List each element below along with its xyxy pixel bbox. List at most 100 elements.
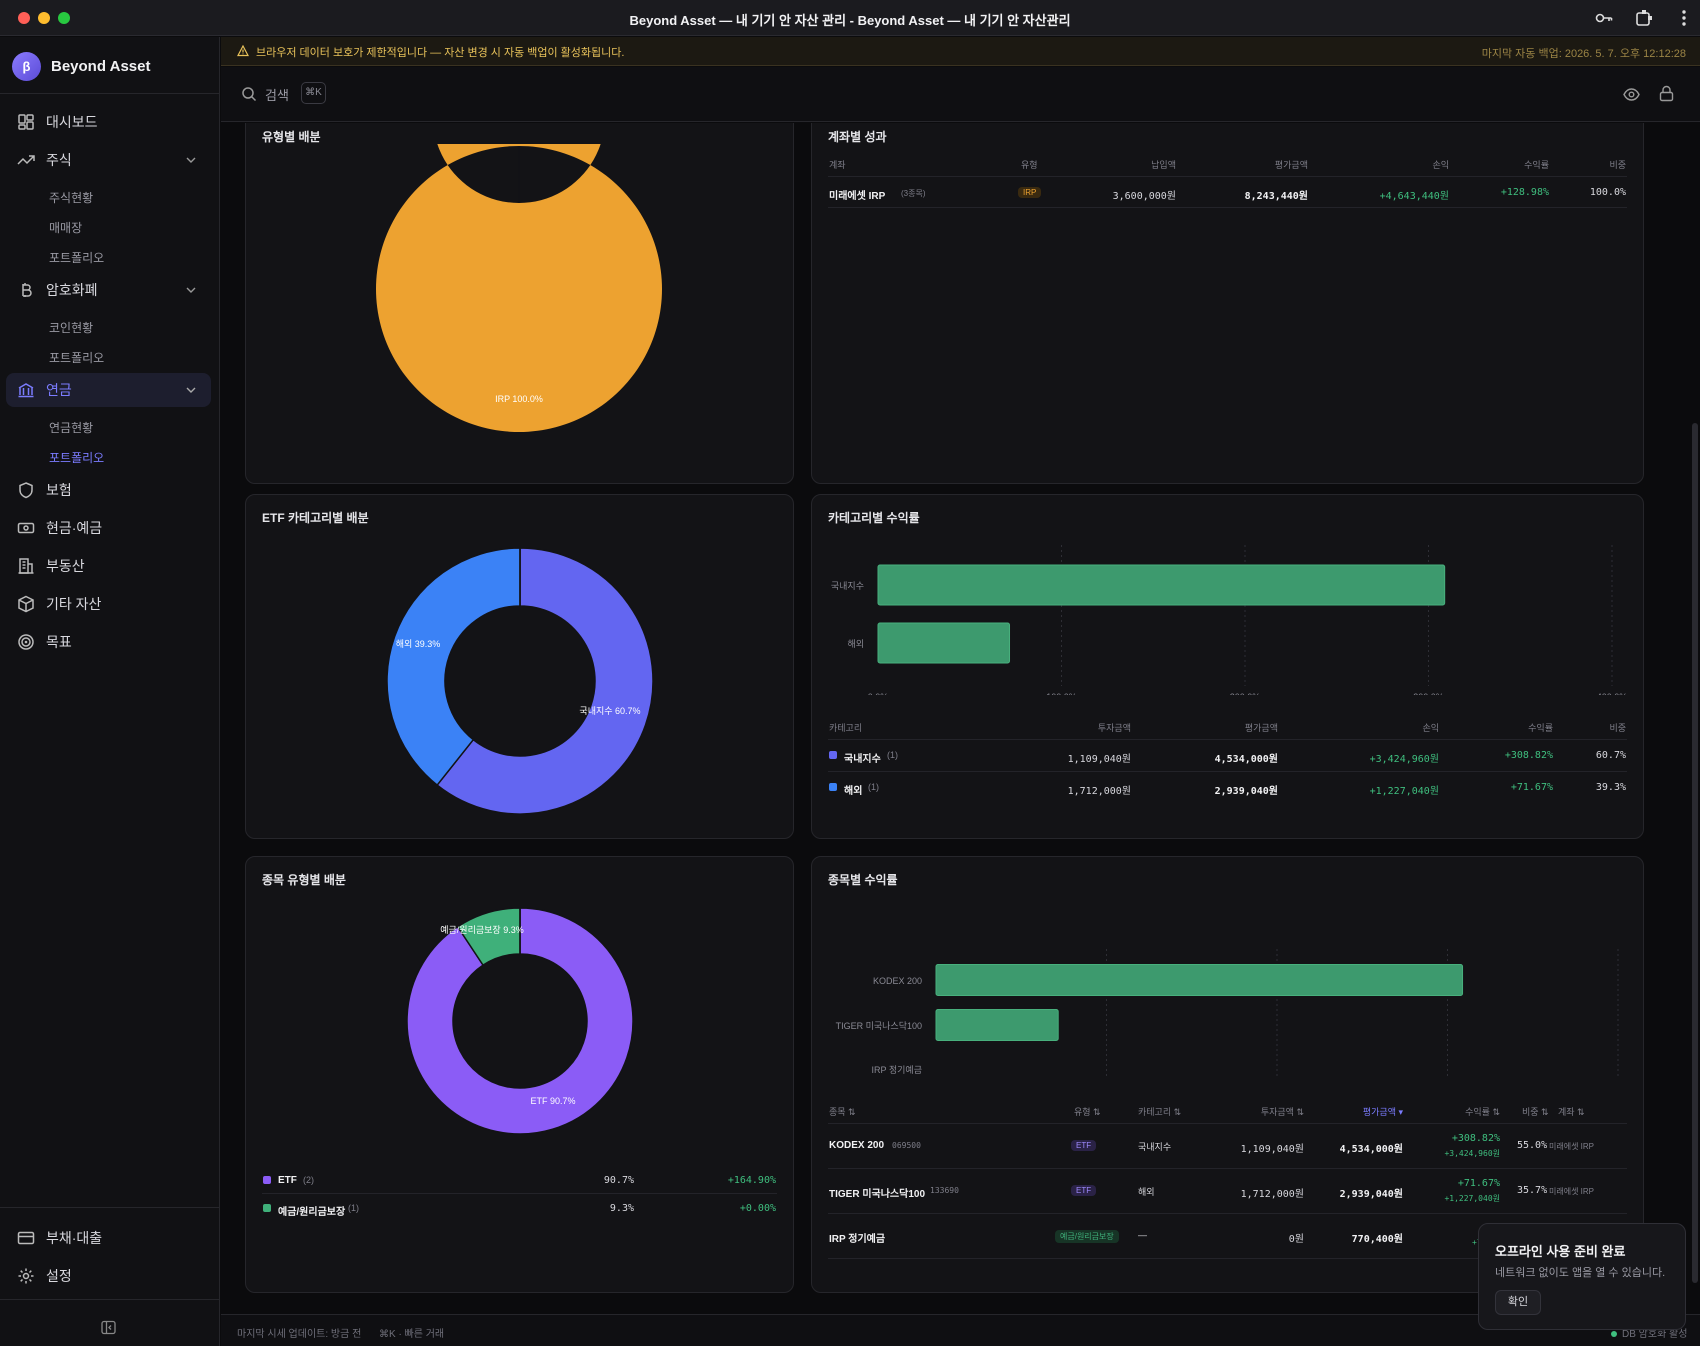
holding-type-badge: ETF bbox=[1071, 1185, 1097, 1196]
more-menu-icon[interactable] bbox=[1674, 8, 1694, 28]
table-row[interactable]: 미래에셋 IRP (3종목) IRP 3,600,000원 8,243,440원… bbox=[812, 177, 1643, 207]
sort-header-account[interactable]: 계좌 ⇅ bbox=[1558, 1107, 1585, 1117]
sidebar-item-label: 보험 bbox=[46, 482, 72, 498]
bar-TIGER 미국나스닥100[interactable] bbox=[935, 1009, 1059, 1041]
legend-percent: 90.7% bbox=[603, 1175, 634, 1186]
return-rate: +128.98% bbox=[1500, 187, 1549, 198]
holding-code: 133690 bbox=[930, 1186, 959, 1195]
legend-row[interactable]: 예금/원리금보장 (1) 9.3% +0.00% bbox=[246, 1195, 793, 1221]
color-swatch bbox=[263, 1204, 271, 1212]
sidebar-item-settings[interactable]: 설정 bbox=[6, 1259, 211, 1293]
column-header: 비중 bbox=[1609, 160, 1626, 170]
slice-label: 국내지수 60.7% bbox=[579, 706, 640, 716]
table-row[interactable]: 국내지수 (1) 1,109,040원 4,534,000원 +3,424,96… bbox=[812, 740, 1643, 771]
collapse-sidebar-icon[interactable] bbox=[101, 1320, 116, 1335]
sort-header-invest[interactable]: 투자금액 ⇅ bbox=[1260, 1107, 1304, 1117]
bar-해외[interactable] bbox=[877, 622, 1011, 664]
sort-header-weight[interactable]: 비중 ⇅ bbox=[1522, 1107, 1549, 1117]
top-bar: 검색 ⌘K bbox=[221, 67, 1700, 122]
minimize-window-button[interactable] bbox=[38, 12, 50, 24]
legend-count: (2) bbox=[303, 1175, 314, 1185]
profit-loss: +3,424,960원 bbox=[1444, 1149, 1500, 1158]
sidebar-subitem-pension-portfolio[interactable]: 포트폴리오 bbox=[49, 451, 105, 465]
sidebar-item-label: 목표 bbox=[46, 634, 72, 650]
search-icon[interactable] bbox=[241, 86, 257, 102]
sidebar-subitem-stock-portfolio[interactable]: 포트폴리오 bbox=[49, 251, 105, 265]
valuation: 770,400원 bbox=[1351, 1234, 1403, 1245]
sort-header-category[interactable]: 카테고리 ⇅ bbox=[1138, 1107, 1182, 1117]
close-window-button[interactable] bbox=[18, 12, 30, 24]
maximize-window-button[interactable] bbox=[58, 12, 70, 24]
bank-icon bbox=[18, 383, 34, 398]
holding-name: IRP 정기예금 bbox=[829, 1234, 886, 1245]
sidebar-item-goals[interactable]: 목표 bbox=[6, 625, 211, 659]
donut-slice-IRP[interactable] bbox=[376, 144, 662, 432]
card-holding-type-allocation: 종목 유형별 배분 ETF 90.7% 예금/원리금보장 9.3% ETF (2)… bbox=[245, 856, 794, 1293]
toast-confirm-button[interactable]: 확인 bbox=[1495, 1290, 1541, 1315]
bar-KODEX 200[interactable] bbox=[935, 964, 1464, 996]
sidebar-subitem-coin-status[interactable]: 코인현황 bbox=[49, 321, 94, 335]
eye-icon[interactable] bbox=[1623, 86, 1640, 103]
sidebar-item-cash[interactable]: 현금·예금 bbox=[6, 511, 211, 545]
valuation: 4,534,000원 bbox=[1214, 754, 1278, 765]
sidebar-subitem-pension-status[interactable]: 연금현황 bbox=[49, 421, 94, 435]
sidebar-item-debt[interactable]: 부채·대출 bbox=[6, 1221, 211, 1255]
sidebar-item-insurance[interactable]: 보험 bbox=[6, 473, 211, 507]
sort-header-return[interactable]: 수익률 ⇅ bbox=[1465, 1107, 1500, 1117]
warning-icon bbox=[237, 45, 249, 57]
sort-header-name[interactable]: 종목 ⇅ bbox=[829, 1107, 856, 1117]
data-protection-banner: 브라우저 데이터 보호가 제한적입니다 — 자산 변경 시 자동 백업이 활성화… bbox=[221, 37, 1700, 66]
weight: 39.3% bbox=[1595, 782, 1626, 793]
valuation: 2,939,040원 bbox=[1214, 786, 1278, 797]
table-row[interactable]: IRP 정기예금 예금/원리금보장 — 0원 770,400원 +0 +770, bbox=[812, 1214, 1643, 1258]
donut-slice-해외[interactable] bbox=[386, 547, 521, 787]
legend-row[interactable]: ETF (2) 90.7% +164.90% bbox=[246, 1167, 793, 1193]
sort-header-type[interactable]: 유형 ⇅ bbox=[1074, 1107, 1101, 1117]
quick-trade-shortcut[interactable]: ⌘K · 빠른 거래 bbox=[379, 1329, 445, 1340]
extension-icon[interactable] bbox=[1634, 8, 1654, 28]
sidebar-item-pension[interactable]: 연금 bbox=[6, 373, 211, 407]
category-name: 국내지수 bbox=[844, 754, 881, 765]
donut-slice-ETF[interactable] bbox=[406, 907, 634, 1135]
brand-logo: β bbox=[12, 51, 41, 81]
table-row[interactable]: KODEX 200 069500 ETF 국내지수 1,109,040원 4,5… bbox=[812, 1124, 1643, 1168]
color-swatch bbox=[829, 751, 837, 759]
valuation: 4,534,000원 bbox=[1339, 1144, 1403, 1155]
sidebar-divider bbox=[0, 93, 220, 94]
account-name: 미래에셋 IRP bbox=[829, 191, 886, 202]
account-type-badge: IRP bbox=[1018, 187, 1042, 198]
sidebar-item-other-assets[interactable]: 기타 자산 bbox=[6, 587, 211, 621]
donut-slice-국내지수[interactable] bbox=[436, 547, 654, 815]
slice-label: 해외 39.3% bbox=[396, 638, 441, 649]
sidebar-item-stocks[interactable]: 주식 bbox=[6, 143, 211, 177]
column-header: 계좌 bbox=[829, 160, 846, 170]
table-row[interactable]: 해외 (1) 1,712,000원 2,939,040원 +1,227,040원… bbox=[812, 772, 1643, 803]
sidebar-subitem-stock-status[interactable]: 주식현황 bbox=[49, 191, 94, 205]
sidebar-item-label: 부채·대출 bbox=[46, 1230, 103, 1246]
sidebar-subitem-trade-journal[interactable]: 매매장 bbox=[49, 221, 83, 235]
lock-icon[interactable] bbox=[1658, 85, 1675, 102]
sidebar-divider bbox=[0, 1207, 220, 1208]
y-category-label: 해외 bbox=[847, 638, 864, 649]
category-name: 해외 bbox=[844, 786, 863, 797]
weight: 60.7% bbox=[1595, 750, 1626, 761]
search-button[interactable]: 검색 bbox=[265, 88, 289, 103]
y-category-label: TIGER 미국나스닥100 bbox=[836, 1021, 922, 1031]
sidebar-item-label: 주식 bbox=[46, 152, 72, 168]
card-account-performance: 계좌별 성과 계좌 유형 납입액 평가금액 손익 수익률 비중 미래에셋 IRP… bbox=[811, 123, 1644, 484]
table-row[interactable]: TIGER 미국나스닥100 133690 ETF 해외 1,712,000원 … bbox=[812, 1169, 1643, 1213]
sidebar-item-crypto[interactable]: 암호화폐 bbox=[6, 273, 211, 307]
table-divider bbox=[828, 739, 1627, 740]
scrollbar-thumb[interactable] bbox=[1692, 423, 1698, 1283]
toast-title: 오프라인 사용 준비 완료 bbox=[1495, 1244, 1626, 1259]
toast-message: 네트워크 없이도 앱을 열 수 있습니다. bbox=[1495, 1267, 1666, 1279]
sort-header-valuation[interactable]: 평가금액 ▾ bbox=[1362, 1107, 1403, 1117]
bar-국내지수[interactable] bbox=[877, 564, 1446, 606]
key-icon[interactable] bbox=[1594, 8, 1614, 28]
sidebar-item-real-estate[interactable]: 부동산 bbox=[6, 549, 211, 583]
category-count: (1) bbox=[887, 750, 898, 760]
sidebar-subitem-coin-portfolio[interactable]: 포트폴리오 bbox=[49, 351, 105, 365]
legend-name: ETF bbox=[278, 1175, 297, 1186]
brand[interactable]: β Beyond Asset bbox=[12, 51, 150, 81]
sidebar-item-dashboard[interactable]: 대시보드 bbox=[6, 105, 211, 139]
